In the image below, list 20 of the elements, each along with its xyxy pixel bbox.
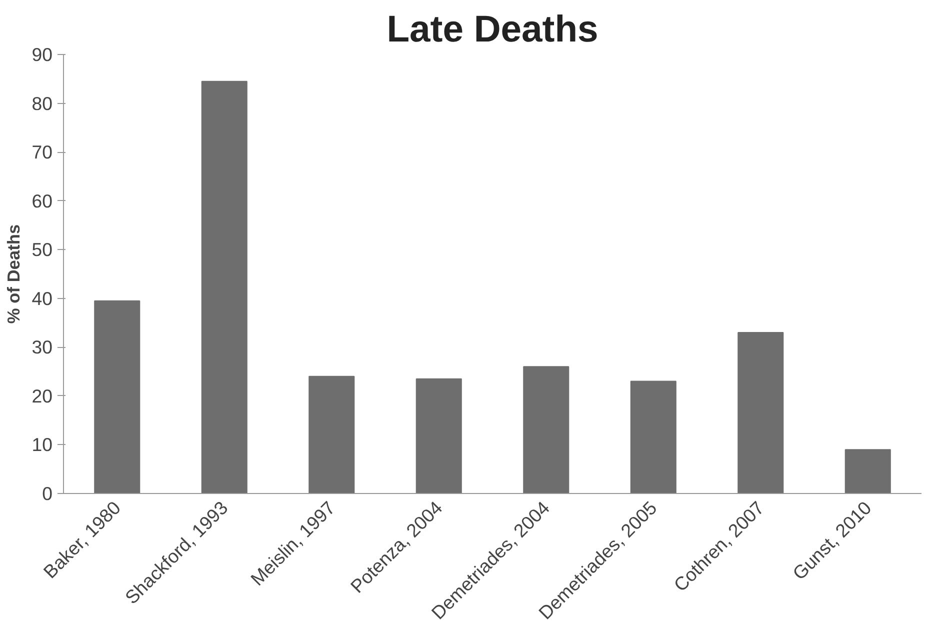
y-tick-label: 60 bbox=[32, 190, 53, 212]
y-axis-title: % of Deaths bbox=[4, 224, 24, 324]
y-tick-label: 20 bbox=[32, 385, 53, 406]
bar bbox=[844, 449, 891, 494]
bar bbox=[416, 378, 462, 494]
y-tick-label: 10 bbox=[32, 434, 53, 456]
bar bbox=[308, 376, 355, 494]
y-tick-label: 30 bbox=[32, 336, 53, 358]
y-tick-label: 80 bbox=[32, 92, 53, 114]
bar bbox=[201, 80, 248, 494]
y-tick-label: 70 bbox=[32, 142, 53, 163]
y-tick-label: 90 bbox=[32, 44, 53, 65]
bar bbox=[738, 332, 784, 494]
y-tick-label: 50 bbox=[32, 239, 53, 260]
bar bbox=[523, 366, 570, 494]
y-tick-label: 0 bbox=[42, 483, 53, 504]
y-tick-label: 40 bbox=[32, 288, 53, 309]
bar bbox=[94, 300, 140, 494]
bar bbox=[630, 380, 676, 494]
chart-title: Late Deaths bbox=[386, 8, 598, 50]
